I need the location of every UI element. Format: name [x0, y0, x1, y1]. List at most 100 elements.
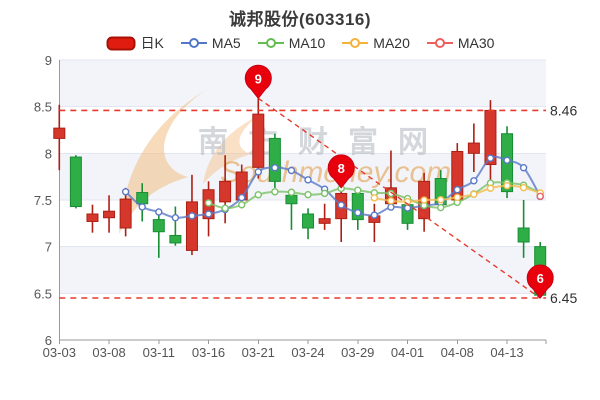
- y-axis-label: 8: [45, 146, 52, 161]
- ma10-point: [437, 203, 445, 212]
- y-axis-label: 9: [45, 53, 52, 68]
- legend-item-ma10: MA10: [257, 35, 326, 51]
- legend-label: MA5: [211, 35, 241, 51]
- ma10-point: [320, 189, 329, 198]
- ma5-point: [486, 154, 495, 162]
- marker-pin-8: 8: [327, 154, 355, 189]
- x-axis-label: 03-11: [143, 345, 175, 360]
- band: [59, 246, 547, 294]
- candle-body: [185, 201, 198, 251]
- legend-label: MA10: [288, 35, 326, 51]
- candle-body: [252, 113, 265, 168]
- ma20-point: [503, 181, 511, 190]
- candle-body: [302, 213, 315, 229]
- ma5-point: [271, 164, 279, 172]
- ma20-point: [453, 193, 461, 202]
- ma20-point: [486, 184, 495, 192]
- candle: [467, 123, 480, 172]
- candle-body: [285, 194, 298, 205]
- ma10-point: [204, 199, 213, 207]
- band: [59, 293, 547, 340]
- y-axis-label: 7: [45, 240, 52, 255]
- x-axis-label: 03-03: [43, 345, 76, 360]
- y-axis-label: 7.5: [34, 193, 52, 208]
- ma5-point: [337, 201, 345, 209]
- ma5-point: [519, 164, 528, 172]
- band: [59, 60, 547, 107]
- candle-body: [69, 156, 82, 208]
- ma5-point: [387, 203, 395, 211]
- ma5-line: [121, 154, 544, 222]
- watermark-cn-text: 南方财富网: [198, 125, 448, 159]
- chart-legend: 日K MA5 MA10 MA20 MA30: [0, 33, 600, 53]
- candle: [103, 195, 116, 233]
- ma10-line: [204, 179, 544, 212]
- ma20-point: [420, 196, 428, 204]
- candle-body: [136, 192, 149, 205]
- candle: [517, 200, 530, 258]
- legend-label: 日K: [140, 35, 164, 51]
- ma5-point: [370, 211, 379, 219]
- x-axis-label: 04-13: [490, 345, 523, 360]
- candle: [268, 133, 281, 188]
- ma5-point: [470, 177, 478, 185]
- x-axis-label: 04-08: [441, 345, 474, 360]
- candle: [152, 214, 165, 258]
- marker-pin-6: 6: [526, 264, 554, 299]
- legend-item-ma5: MA5: [180, 35, 241, 51]
- ma20-swatch: [342, 37, 369, 49]
- marker-pin-9: 9: [244, 64, 272, 100]
- legend-item-ma20: MA20: [342, 35, 410, 51]
- ma5-point: [155, 208, 163, 216]
- ma5-point: [171, 214, 180, 222]
- ma10-swatch: [257, 37, 284, 49]
- ma10-point: [271, 188, 279, 196]
- candle-body: [119, 198, 132, 229]
- legend-label: MA20: [373, 35, 410, 51]
- candle-body: [517, 227, 530, 243]
- trend-line: [257, 97, 541, 299]
- candle: [86, 204, 99, 233]
- ref-line-label: 8.46: [550, 102, 577, 118]
- ref-line-label: 6.45: [550, 290, 577, 306]
- ma5-point: [138, 203, 146, 211]
- candle-body: [169, 234, 182, 244]
- y-axis-label: 6.5: [34, 286, 52, 301]
- pin-icon: [327, 154, 355, 189]
- candle-body: [86, 213, 99, 222]
- ma5-point: [188, 212, 196, 220]
- ma10-point: [387, 189, 395, 198]
- ma20-point: [437, 196, 445, 204]
- pin-icon: [244, 64, 272, 100]
- chart-title: 诚邦股份(603316): [228, 10, 372, 29]
- ma5-swatch: [180, 37, 207, 49]
- y-axis-label: 6: [45, 333, 52, 348]
- legend-item-ma30: MA30: [426, 35, 494, 51]
- ma30-swatch: [426, 37, 453, 49]
- ma5-point: [304, 176, 312, 184]
- ma5-point: [453, 186, 461, 194]
- x-axis-label: 04-01: [391, 345, 424, 360]
- candle-body: [268, 137, 281, 182]
- ma5-point: [503, 156, 511, 164]
- candle: [69, 155, 82, 209]
- ma10-point: [304, 190, 312, 199]
- candles: [53, 98, 547, 298]
- ma20-point: [370, 194, 379, 202]
- candle: [169, 206, 182, 246]
- ma5-point: [238, 193, 246, 202]
- ma5-point: [287, 166, 296, 175]
- watermark-swoosh-small-icon: [203, 116, 258, 184]
- candle: [252, 98, 265, 179]
- pin-icon: [526, 264, 554, 299]
- ma5-point: [121, 188, 130, 196]
- ma10-point: [287, 188, 296, 196]
- ma5-point: [204, 210, 213, 218]
- ma30-point: [536, 192, 544, 200]
- x-axis-label: 03-16: [192, 345, 225, 360]
- ma10-point: [221, 204, 229, 212]
- ma5-point: [403, 204, 412, 212]
- legend-item-daily-k: 日K: [106, 33, 164, 53]
- x-axis-label: 03-08: [92, 345, 125, 360]
